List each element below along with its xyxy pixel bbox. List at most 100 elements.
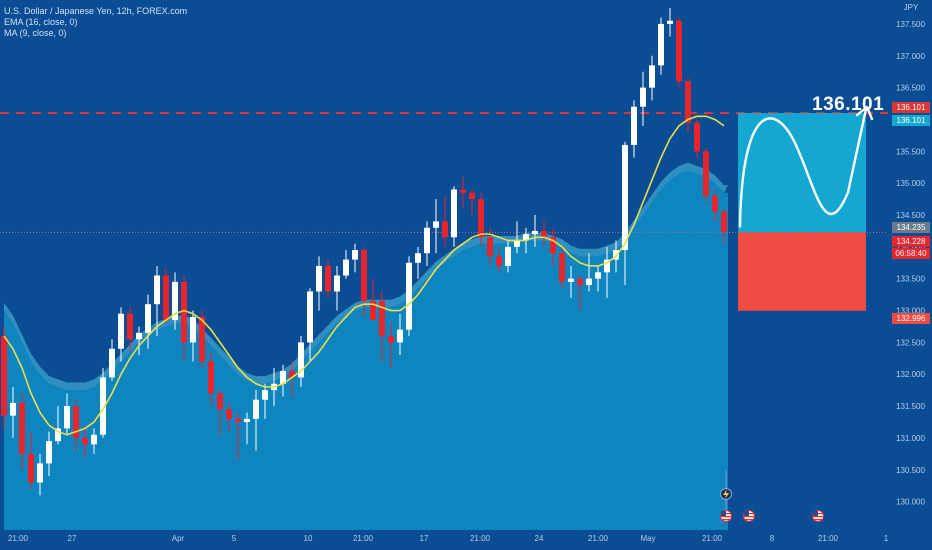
candle-body [19,402,25,454]
candle-body [307,291,313,343]
candle [514,221,520,254]
candle [667,8,673,37]
candle [1,326,7,429]
symbol-title[interactable]: U.S. Dollar / Japanese Yen, 12h, FOREX.c… [4,6,188,16]
candle-body [559,253,565,282]
candle [604,246,610,298]
candle [262,383,268,419]
candle-body [433,221,439,228]
candle-body [118,313,124,349]
candle [91,428,97,454]
candle [316,256,322,311]
candle [631,100,637,158]
candle [82,425,88,458]
candle [217,390,223,435]
x-tick-label: 17 [420,534,429,543]
candle-body [46,441,52,464]
us-flag-icon[interactable] [743,510,755,522]
candle-body [172,281,178,321]
candle [244,412,250,445]
candle-body [181,281,187,343]
candle [172,272,178,330]
candle-body [10,402,16,416]
candle [118,307,124,362]
projection-arrowhead [855,105,874,121]
candle [307,288,313,362]
candle-body [622,144,628,251]
candle [541,221,547,247]
ema-indicator-label[interactable]: EMA (16, close, 0) [4,17,78,27]
candle [64,393,70,435]
candle [586,253,592,292]
candle-body [64,406,70,429]
candle-body [604,259,610,273]
candle [577,275,583,311]
candle-body [406,262,412,330]
candle-body [415,253,421,263]
chart-legend: U.S. Dollar / Japanese Yen, 12h, FOREX.c… [4,6,187,39]
candle [478,192,484,247]
y-tick-label: 137.500 [896,20,925,29]
candle-body [199,316,205,362]
candle-body [127,313,133,340]
candle [289,361,295,397]
candle-body [136,332,142,340]
candle [595,265,601,292]
candle-body [82,437,88,445]
y-tick-label: 135.000 [896,179,925,188]
ma-indicator-label[interactable]: MA (9, close, 0) [4,28,67,38]
candle-body [649,65,655,88]
candle [181,275,187,362]
y-tick-label: 133.500 [896,275,925,284]
candle-body [721,211,727,233]
candle-body [316,265,322,292]
candle-body [532,230,538,235]
candle-body [712,195,718,212]
x-tick-label: 21:00 [818,534,839,543]
candle [397,313,403,356]
candle-body [208,361,214,394]
candle [721,208,727,244]
candle [532,215,538,247]
candle-body [442,221,448,238]
y-tick-label: 131.000 [896,434,925,443]
candle-body [334,275,340,292]
y-tick-label: 133.000 [896,307,925,316]
y-tick-label: 135.500 [896,147,925,156]
projection-curve [738,107,868,228]
target-zone-box [738,113,866,233]
currency-label: JPY [903,3,919,12]
candle-body [685,81,691,123]
candle [694,119,700,158]
candle [388,323,394,368]
candle [298,336,304,387]
lightning-icon[interactable] [720,488,732,500]
candle [550,227,556,266]
candle [415,246,421,279]
candle-body [163,275,169,321]
target-price-annotation[interactable]: 136.101 [812,94,885,115]
candle [460,176,466,209]
candle-body [253,399,259,419]
y-tick-label: 131.500 [896,402,925,411]
candle-body [577,278,583,286]
candle [19,393,25,470]
candle-body [460,189,466,193]
bar-countdown-tag: 06:58:40 [892,248,930,259]
candle [253,390,259,451]
ema-line [3,115,725,436]
x-tick-label: 8 [770,534,775,543]
previous-close-tag: 134.235 [892,222,930,233]
y-tick-label: 130.500 [896,466,925,475]
candle-body [487,237,493,257]
target-price-tag: 136.101 [892,102,930,113]
y-tick-label: 132.000 [896,370,925,379]
x-tick-label: 10 [304,534,313,543]
candle-body [91,434,97,445]
x-tick-label: Apr [172,534,185,543]
us-flag-icon[interactable] [720,510,732,522]
candle-body [676,20,682,82]
us-flag-icon[interactable] [812,510,824,522]
